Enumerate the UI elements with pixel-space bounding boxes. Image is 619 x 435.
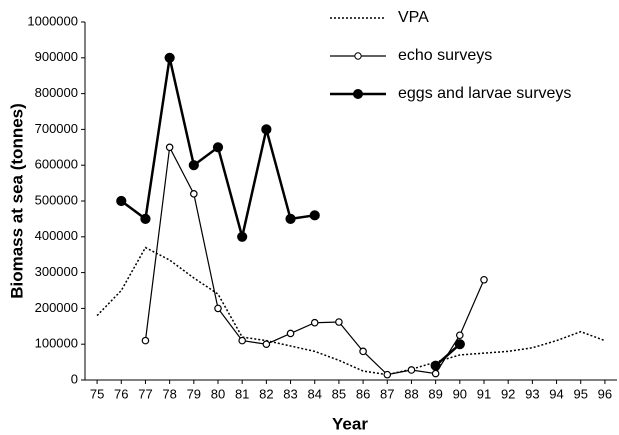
data-point	[480, 275, 488, 284]
data-point	[335, 318, 343, 326]
data-point	[237, 231, 248, 242]
x-tick-label: 96	[598, 386, 612, 401]
data-point	[261, 124, 272, 135]
x-tick-label: 91	[477, 386, 491, 401]
x-tick-label: 76	[114, 386, 128, 401]
x-tick-label: 75	[90, 386, 104, 401]
y-tick-label: 500000	[35, 192, 78, 207]
legend-label: eggs and larvae surveys	[398, 85, 571, 102]
data-point	[285, 213, 296, 224]
data-point	[190, 190, 198, 198]
y-tick-label: 300000	[35, 264, 78, 279]
data-point	[214, 304, 222, 313]
y-tick-label: 1000000	[27, 13, 78, 28]
legend-marker	[353, 89, 363, 99]
legend-label: echo surveys	[398, 47, 492, 64]
y-tick-label: 700000	[35, 121, 78, 136]
x-tick-label: 88	[404, 386, 418, 401]
data-point	[164, 52, 175, 63]
data-point	[286, 329, 295, 338]
data-point	[431, 369, 440, 378]
x-tick-label: 92	[501, 386, 515, 401]
x-tick-label: 83	[283, 386, 297, 401]
data-point	[456, 331, 464, 340]
x-tick-label: 80	[211, 386, 225, 401]
x-tick-label: 84	[307, 386, 321, 401]
data-point	[383, 370, 392, 379]
data-point	[262, 340, 271, 349]
data-point	[238, 336, 246, 345]
x-axis-label: Year	[332, 414, 368, 433]
y-tick-label: 0	[71, 371, 78, 386]
data-point	[430, 360, 441, 371]
x-tick-label: 93	[525, 386, 539, 401]
data-point	[310, 318, 319, 327]
data-point	[212, 142, 224, 153]
data-point	[309, 210, 320, 221]
y-tick-label: 900000	[35, 49, 78, 64]
data-point	[116, 195, 127, 207]
x-tick-label: 95	[573, 386, 587, 401]
legend-label: VPA	[398, 9, 429, 26]
data-point	[359, 347, 367, 356]
y-tick-label: 600000	[35, 157, 78, 172]
data-point	[141, 336, 150, 345]
series-line	[120, 57, 461, 367]
series-line	[96, 246, 606, 376]
x-tick-label: 79	[187, 386, 201, 401]
data-point	[140, 213, 151, 224]
x-tick-label: 85	[332, 386, 346, 401]
series-line	[144, 145, 485, 376]
x-tick-label: 86	[356, 386, 370, 401]
x-tick-label: 82	[259, 386, 273, 401]
data-point	[454, 339, 465, 350]
x-tick-label: 87	[380, 386, 394, 401]
x-tick-label: 77	[138, 386, 152, 401]
data-point	[165, 143, 174, 152]
x-tick-label: 89	[428, 386, 442, 401]
y-tick-label: 400000	[35, 228, 78, 243]
x-tick-label: 90	[453, 386, 467, 401]
y-axis-label: Biomass at sea (tonnes)	[7, 103, 26, 299]
x-tick-label: 94	[549, 386, 563, 401]
y-tick-label: 800000	[35, 85, 78, 100]
y-tick-label: 200000	[35, 300, 78, 315]
data-point	[407, 366, 416, 374]
y-tick-label: 100000	[35, 336, 78, 351]
x-tick-label: 78	[162, 386, 176, 401]
legend-marker	[354, 52, 362, 60]
data-point	[188, 160, 199, 171]
x-tick-label: 81	[235, 386, 249, 401]
